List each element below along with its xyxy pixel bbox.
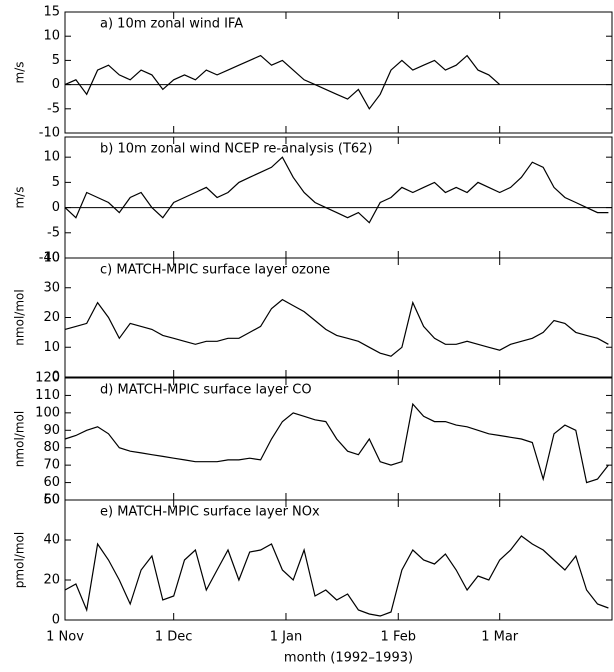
- data-line: [64, 298, 609, 357]
- x-tick-label: 1 Dec: [155, 630, 193, 645]
- y-axis-label: m/s: [13, 62, 27, 84]
- y-axis-label: pmol/mol: [13, 532, 27, 588]
- y-tick-label: 40: [43, 251, 60, 266]
- y-tick-label: 15: [43, 5, 60, 20]
- y-tick-label: 70: [43, 458, 60, 473]
- y-tick-label: 0: [52, 613, 60, 628]
- y-tick-label: 90: [43, 423, 60, 438]
- y-tick-label: 10: [43, 29, 60, 44]
- y-axis-label: nmol/mol: [13, 289, 27, 345]
- x-tick-label: 1 Feb: [381, 630, 416, 645]
- panel-frame: [64, 499, 613, 621]
- y-tick-label: 5: [52, 175, 60, 190]
- y-tick-label: 0: [52, 370, 60, 385]
- panel-title: c) MATCH-MPIC surface layer ozone: [100, 263, 330, 278]
- y-tick-label: 100: [35, 405, 60, 420]
- panel-title: a) 10m zonal wind IFA: [100, 17, 243, 32]
- y-tick-label: -10: [39, 251, 60, 266]
- y-tick-label: 20: [43, 573, 60, 588]
- y-tick-label: 60: [43, 493, 60, 508]
- data-line: [64, 535, 609, 617]
- panel-title: e) MATCH-MPIC surface layer NOx: [100, 505, 320, 520]
- y-tick-label: 10: [43, 150, 60, 165]
- data-line: [64, 54, 501, 110]
- y-tick-label: 0: [52, 200, 60, 215]
- panel-title: b) 10m zonal wind NCEP re-analysis (T62): [100, 142, 373, 157]
- y-axis-label: nmol/mol: [13, 411, 27, 467]
- y-tick-label: 40: [43, 533, 60, 548]
- x-tick-label: 1 Nov: [46, 630, 84, 645]
- y-tick-label: -10: [39, 126, 60, 141]
- y-tick-label: 20: [43, 310, 60, 325]
- x-axis-label: month (1992–1993): [284, 651, 413, 666]
- panel-frame: [64, 11, 613, 134]
- y-tick-label: -5: [47, 101, 60, 116]
- x-tick-label: 1 Jan: [270, 630, 302, 645]
- data-line: [64, 402, 609, 484]
- y-tick-label: 80: [43, 440, 60, 455]
- y-tick-label: 60: [43, 475, 60, 490]
- y-tick-label: 5: [52, 53, 60, 68]
- data-line: [64, 156, 609, 224]
- y-tick-label: 50: [43, 493, 60, 508]
- y-tick-label: -5: [47, 225, 60, 240]
- y-tick-label: 120: [35, 371, 60, 386]
- y-axis-label: m/s: [13, 187, 27, 209]
- y-tick-label: 30: [43, 280, 60, 295]
- y-tick-label: 0: [52, 77, 60, 92]
- x-tick-label: 1 Mar: [481, 630, 519, 645]
- y-tick-label: 110: [35, 388, 60, 403]
- panel-title: d) MATCH-MPIC surface layer CO: [100, 383, 312, 398]
- y-tick-label: 10: [43, 340, 60, 355]
